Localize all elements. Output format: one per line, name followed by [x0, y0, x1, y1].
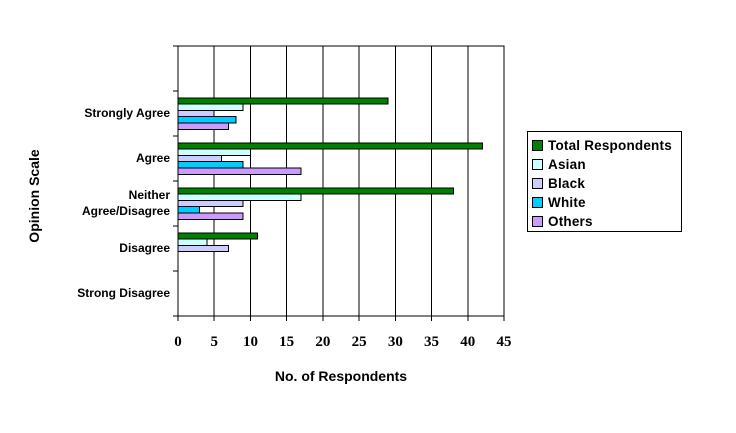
bar-white-strongly-agree: [177, 116, 237, 124]
category-label-strong-disagree: Strong Disagree: [77, 285, 170, 300]
x-tick-label-20: 20: [315, 334, 331, 350]
x-tick-label-15: 15: [279, 334, 295, 350]
bar-black-disagree: [177, 244, 230, 253]
legend-item-black: Black: [532, 174, 681, 193]
legend-item-others: Others: [532, 212, 681, 231]
bar-black-neither-agree-disagree: [177, 199, 244, 208]
bar-total-respondents-agree: [177, 142, 483, 150]
bar-asian-disagree: [177, 238, 208, 246]
x-tick-label-0: 0: [174, 334, 182, 350]
legend-item-label: Total Respondents: [548, 138, 672, 153]
x-tick-label-5: 5: [210, 334, 218, 350]
bar-asian-neither-agree-disagree: [177, 193, 302, 201]
bar-others-agree: [177, 167, 302, 175]
x-axis-title: No. of Respondents: [274, 368, 408, 384]
category-label-neither-agree-disagree: Neither Agree/Disagree: [81, 187, 170, 218]
legend-item-label: Others: [548, 214, 593, 229]
legend-item-label: Black: [548, 176, 586, 191]
legend: Total Respondents Asian Black White Others: [527, 131, 682, 232]
legend-item-label: White: [548, 195, 586, 210]
y-axis-title: Opinion Scale: [26, 149, 42, 243]
x-tick-label-10: 10: [242, 334, 258, 350]
category-label-strongly-agree: Strongly Agree: [84, 105, 170, 120]
bar-black-agree: [177, 154, 222, 163]
legend-item-label: Asian: [548, 157, 586, 172]
x-tick-label-35: 35: [424, 334, 440, 350]
legend-swatch-icon: [532, 159, 543, 170]
legend-item-total-respondents: Total Respondents: [532, 136, 681, 155]
bar-total-respondents-disagree: [177, 232, 259, 240]
bar-black-strongly-agree: [177, 109, 215, 118]
x-tick-label-45: 45: [496, 334, 512, 350]
legend-item-asian: Asian: [532, 155, 681, 174]
legend-swatch-icon: [532, 178, 543, 189]
bar-others-strongly-agree: [177, 122, 230, 130]
category-label-agree: Agree: [135, 150, 170, 165]
bar-asian-strongly-agree: [177, 103, 244, 111]
category-label-disagree: Disagree: [119, 240, 170, 255]
legend-swatch-icon: [532, 216, 543, 227]
bar-asian-agree: [177, 148, 251, 156]
bar-others-neither-agree-disagree: [177, 212, 244, 220]
legend-item-white: White: [532, 193, 681, 212]
bar-total-respondents-neither-agree-disagree: [177, 187, 454, 195]
x-tick-label-30: 30: [387, 334, 403, 350]
bar-white-agree: [177, 161, 244, 169]
plot-border: [177, 45, 505, 317]
x-tick-label-25: 25: [351, 334, 367, 350]
legend-swatch-icon: [532, 140, 543, 151]
x-tick-label-40: 40: [460, 334, 476, 350]
legend-swatch-icon: [532, 197, 543, 208]
bar-white-neither-agree-disagree: [177, 206, 201, 214]
bar-total-respondents-strongly-agree: [177, 97, 389, 105]
